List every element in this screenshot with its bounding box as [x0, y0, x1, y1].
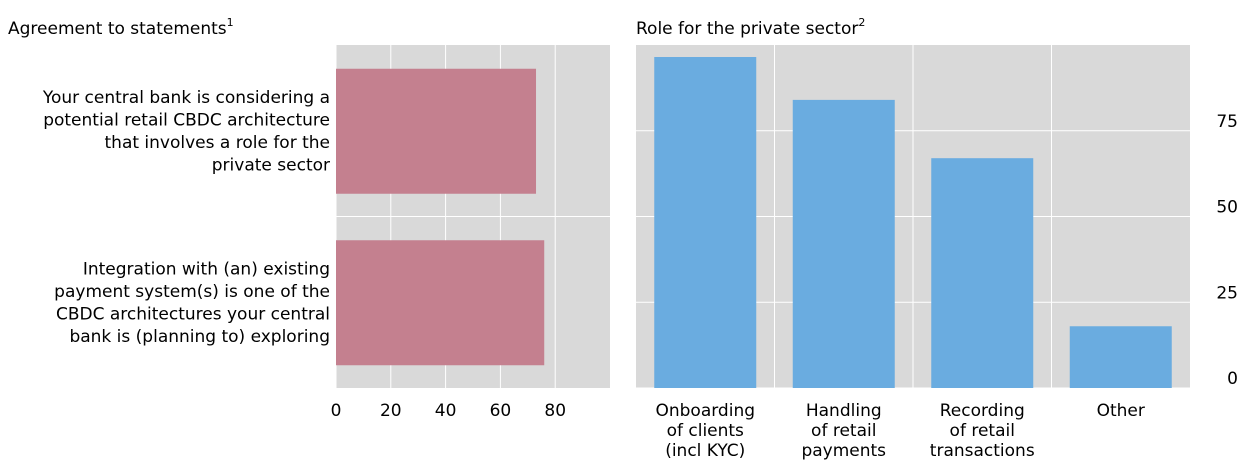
label-line: payments	[801, 441, 886, 461]
label-line: payment system(s) is one of the	[54, 282, 330, 302]
title-text: Agreement to statements	[8, 19, 227, 39]
title-note: 2	[858, 16, 865, 29]
x-tick-label: 60	[490, 401, 512, 421]
y-tick-label: 0	[1227, 369, 1238, 389]
bar	[336, 68, 537, 194]
label-line: private sector	[212, 156, 330, 176]
title-note: 1	[227, 16, 234, 29]
x-tick-label: Recording of retail transactions	[930, 401, 1035, 461]
x-tick-label: Other	[1097, 401, 1145, 421]
x-tick-label: 40	[435, 401, 457, 421]
label-line: Onboarding	[655, 401, 755, 421]
label-line: transactions	[930, 441, 1035, 461]
y-tick-label: Your central bank is considering a potent…	[42, 88, 330, 176]
y-tick-label: 75	[1216, 112, 1238, 132]
label-line: potential retail CBDC architecture	[43, 111, 330, 131]
label-line: of clients	[667, 421, 744, 441]
chart-title: Role for the private sector2	[636, 16, 865, 39]
bar	[654, 57, 757, 388]
title-text: Role for the private sector	[636, 19, 858, 39]
bar	[1069, 326, 1172, 388]
bar	[931, 158, 1034, 388]
label-line: Handling	[806, 401, 882, 421]
chart-title: Agreement to statements1	[8, 16, 234, 39]
label-line: CBDC architectures your central	[56, 305, 330, 325]
bar	[792, 99, 895, 388]
bar	[336, 240, 545, 366]
x-tick-label: Handling of retail payments	[801, 401, 886, 461]
label-line: Recording	[940, 401, 1025, 421]
label-line: Other	[1097, 401, 1145, 421]
label-line: (incl KYC)	[665, 441, 745, 461]
x-tick-label: 0	[331, 401, 342, 421]
y-tick-label: Integration with (an) existing payment sy…	[54, 260, 330, 348]
label-line: that involves a role for the	[105, 133, 331, 153]
x-tick-label: Onboarding of clients (incl KYC)	[655, 401, 755, 461]
x-tick-label: 20	[380, 401, 402, 421]
label-line: of retail	[811, 421, 876, 441]
y-tick-label: 25	[1216, 283, 1238, 303]
x-tick-label: 80	[544, 401, 566, 421]
label-line: Your central bank is considering a	[42, 88, 330, 108]
label-line: of retail	[950, 421, 1015, 441]
y-tick-label: 50	[1216, 198, 1238, 218]
label-line: bank is (planning to) exploring	[69, 327, 330, 347]
label-line: Integration with (an) existing	[83, 260, 330, 280]
